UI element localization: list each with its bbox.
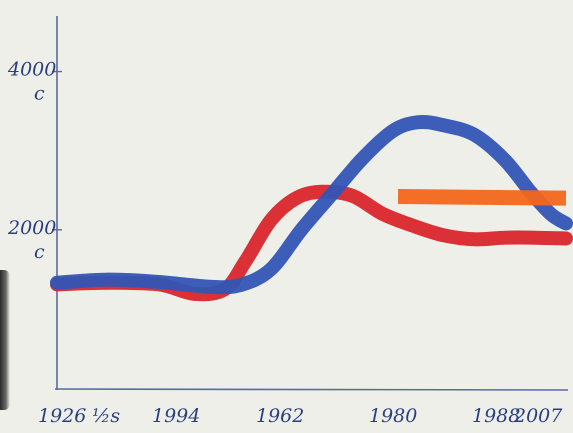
orange-series-line (397, 189, 567, 206)
series-lines (50, 114, 573, 302)
y-tick-unit: c (34, 83, 45, 105)
x-tick-label: 1980 (369, 405, 417, 427)
x-tick-label: 1988 (472, 405, 520, 427)
y-tick-label: 2000 (7, 217, 56, 239)
x-tick-label: 1962 (256, 405, 304, 427)
blue-series-line (50, 114, 573, 295)
y-tick-label: 4000 (7, 59, 56, 81)
x-tick-label: 2007 (513, 405, 563, 427)
x-tick-label: 1994 (152, 405, 200, 427)
axes (52, 16, 569, 391)
red-series-line (50, 184, 573, 302)
x-axis-line (54, 388, 569, 391)
y-tick-unit: c (34, 241, 45, 263)
x-tick-label: 1926 (38, 405, 86, 427)
left-edge-shadow (0, 270, 10, 410)
x-tick-label: ½s (92, 405, 120, 427)
